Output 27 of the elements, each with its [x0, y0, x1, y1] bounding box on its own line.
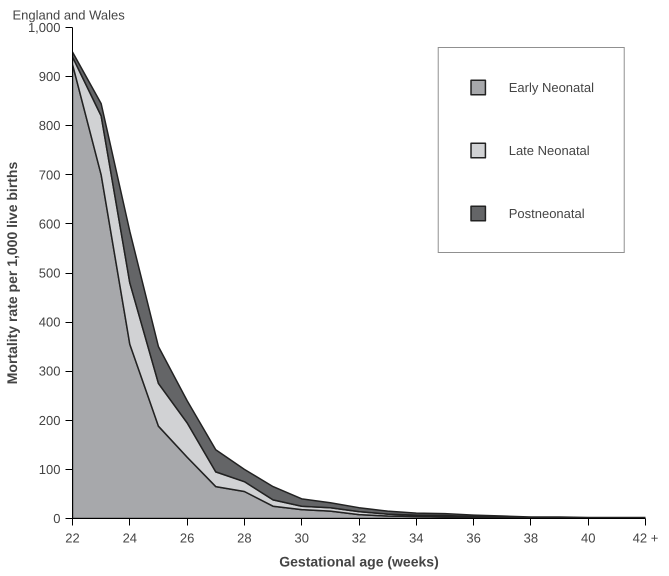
y-tick-label: 100 — [38, 462, 61, 477]
x-tick-label: 34 — [409, 530, 424, 546]
y-tick-label: 300 — [38, 364, 61, 379]
y-axis-title: Mortality rate per 1,000 live births — [4, 162, 20, 384]
legend-label: Early Neonatal — [508, 80, 594, 94]
x-tick-label: 40 — [580, 530, 596, 546]
x-tick-label: 28 — [237, 530, 252, 546]
y-tick-label: 500 — [38, 266, 61, 280]
x-tick-label: 26 — [180, 530, 194, 546]
x-tick-label: 32 — [352, 530, 366, 546]
y-tick-label: 400 — [38, 314, 61, 330]
x-tick-label: 42 + — [632, 530, 658, 546]
legend-label: Postneonatal — [508, 206, 585, 220]
y-tick-label: 700 — [38, 167, 61, 182]
y-tick-label: 900 — [38, 69, 61, 84]
x-tick-label: 36 — [466, 530, 481, 546]
x-tick-label: 38 — [524, 530, 538, 546]
y-tick-label: 800 — [38, 118, 61, 134]
y-tick-label: 0 — [53, 511, 61, 526]
x-tick-label: 24 — [122, 530, 138, 546]
x-axis-title: Gestational age (weeks) — [279, 554, 439, 570]
chart-title: England and Wales — [12, 8, 126, 22]
y-tick-label: 200 — [38, 412, 61, 428]
x-tick-label: 30 — [294, 530, 309, 546]
x-tick-label: 22 — [65, 530, 80, 546]
legend-label: Late Neonatal — [508, 142, 590, 158]
y-tick-label: 600 — [38, 216, 61, 232]
